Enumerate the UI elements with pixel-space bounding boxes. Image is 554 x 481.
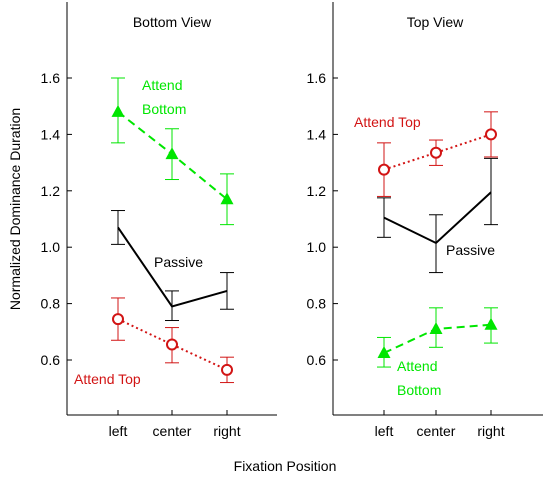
- series-label: Attend: [142, 77, 182, 93]
- series-label: Passive: [154, 254, 203, 270]
- x-tick-label: center: [153, 423, 192, 439]
- series-attend-bottom: Attend Bottom: [377, 307, 498, 398]
- series-attend-top: Attend Top: [354, 111, 498, 197]
- series-label: Bottom: [397, 382, 441, 398]
- y-axis-title: Normalized Dominance Duration: [7, 108, 23, 310]
- data-point: [112, 313, 124, 326]
- panel-title: Bottom View: [133, 14, 212, 30]
- y-tick-label: 1.0: [41, 239, 61, 255]
- panel-bottom-view: Bottom View 0.6 0.8 1.0 1.2 1.4 1.6 left center r…: [41, 2, 277, 439]
- panel-title: Top View: [407, 14, 464, 30]
- series-line: [383, 191, 492, 245]
- x-axis-title: Fixation Position: [234, 458, 337, 474]
- y-tick-label: 0.8: [307, 296, 327, 312]
- series-passive: Passive: [111, 210, 234, 322]
- y-tick-label: 1.4: [307, 126, 327, 142]
- x-tick-label: left: [109, 423, 128, 439]
- data-point: [111, 104, 125, 117]
- data-point: [377, 345, 391, 358]
- y-tick-label: 1.6: [307, 70, 327, 86]
- series-label: Passive: [446, 242, 495, 258]
- x-tick-label: right: [477, 423, 504, 439]
- data-point: [485, 128, 497, 141]
- data-point: [429, 321, 443, 334]
- panel-top-view: Top View 0.6 0.8 1.0 1.2 1.4 1.6 left center righ…: [307, 2, 543, 439]
- data-point: [378, 163, 390, 176]
- y-tick-label: 1.6: [41, 70, 61, 86]
- x-tick-label: left: [375, 423, 394, 439]
- y-tick-label: 0.6: [307, 352, 327, 368]
- series-line: [117, 318, 228, 371]
- x-tick-label: right: [213, 423, 240, 439]
- data-point: [166, 338, 178, 351]
- series-label: Attend Top: [74, 371, 141, 387]
- y-tick-label: 0.6: [41, 352, 61, 368]
- data-point: [430, 146, 442, 159]
- series-label: Bottom: [142, 101, 186, 117]
- data-point: [165, 147, 179, 160]
- x-tick-label: center: [417, 423, 456, 439]
- y-tick-label: 1.2: [307, 183, 327, 199]
- series-attend-top: Attend Top: [74, 297, 234, 387]
- series-label: Attend: [397, 358, 437, 374]
- y-tick-label: 1.2: [41, 183, 61, 199]
- y-tick-label: 1.0: [307, 239, 327, 255]
- y-tick-label: 0.8: [41, 296, 61, 312]
- y-tick-label: 1.4: [41, 126, 61, 142]
- data-point: [221, 363, 233, 376]
- data-point: [484, 317, 498, 330]
- series-line: [117, 226, 228, 308]
- series-label: Attend Top: [354, 114, 421, 130]
- data-point: [220, 192, 234, 205]
- series-attend-bottom: Attend Bottom: [111, 77, 234, 226]
- series-passive: Passive: [377, 157, 498, 274]
